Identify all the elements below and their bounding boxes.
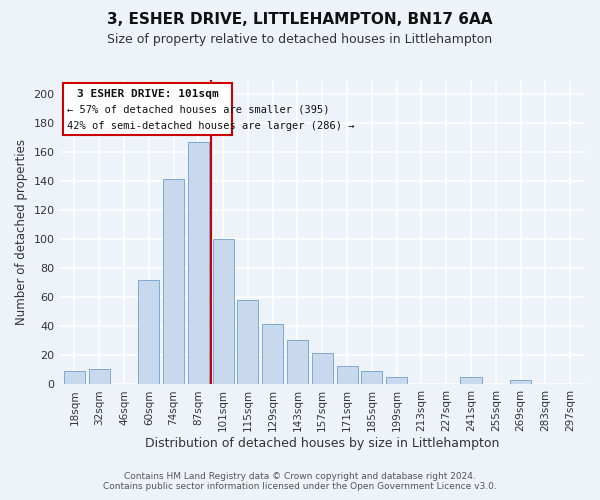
Bar: [361, 372, 382, 384]
Bar: [64, 372, 85, 384]
Bar: [238, 300, 259, 384]
Bar: [138, 280, 160, 384]
Text: 3 ESHER DRIVE: 101sqm: 3 ESHER DRIVE: 101sqm: [77, 88, 218, 99]
Bar: [89, 368, 110, 384]
Bar: [287, 340, 308, 384]
X-axis label: Distribution of detached houses by size in Littlehampton: Distribution of detached houses by size …: [145, 437, 499, 450]
Bar: [386, 377, 407, 384]
Bar: [312, 352, 333, 384]
Bar: [262, 324, 283, 384]
Text: 3, ESHER DRIVE, LITTLEHAMPTON, BN17 6AA: 3, ESHER DRIVE, LITTLEHAMPTON, BN17 6AA: [107, 12, 493, 28]
Y-axis label: Number of detached properties: Number of detached properties: [15, 139, 28, 325]
Text: Contains HM Land Registry data © Crown copyright and database right 2024.: Contains HM Land Registry data © Crown c…: [124, 472, 476, 481]
Bar: [188, 142, 209, 384]
Text: 42% of semi-detached houses are larger (286) →: 42% of semi-detached houses are larger (…: [67, 120, 355, 130]
Text: Contains public sector information licensed under the Open Government Licence v3: Contains public sector information licen…: [103, 482, 497, 491]
Bar: [460, 377, 482, 384]
Bar: [337, 366, 358, 384]
Bar: [212, 240, 233, 384]
FancyBboxPatch shape: [63, 83, 232, 135]
Text: Size of property relative to detached houses in Littlehampton: Size of property relative to detached ho…: [107, 32, 493, 46]
Bar: [163, 178, 184, 384]
Text: ← 57% of detached houses are smaller (395): ← 57% of detached houses are smaller (39…: [67, 104, 329, 115]
Bar: [510, 380, 531, 384]
